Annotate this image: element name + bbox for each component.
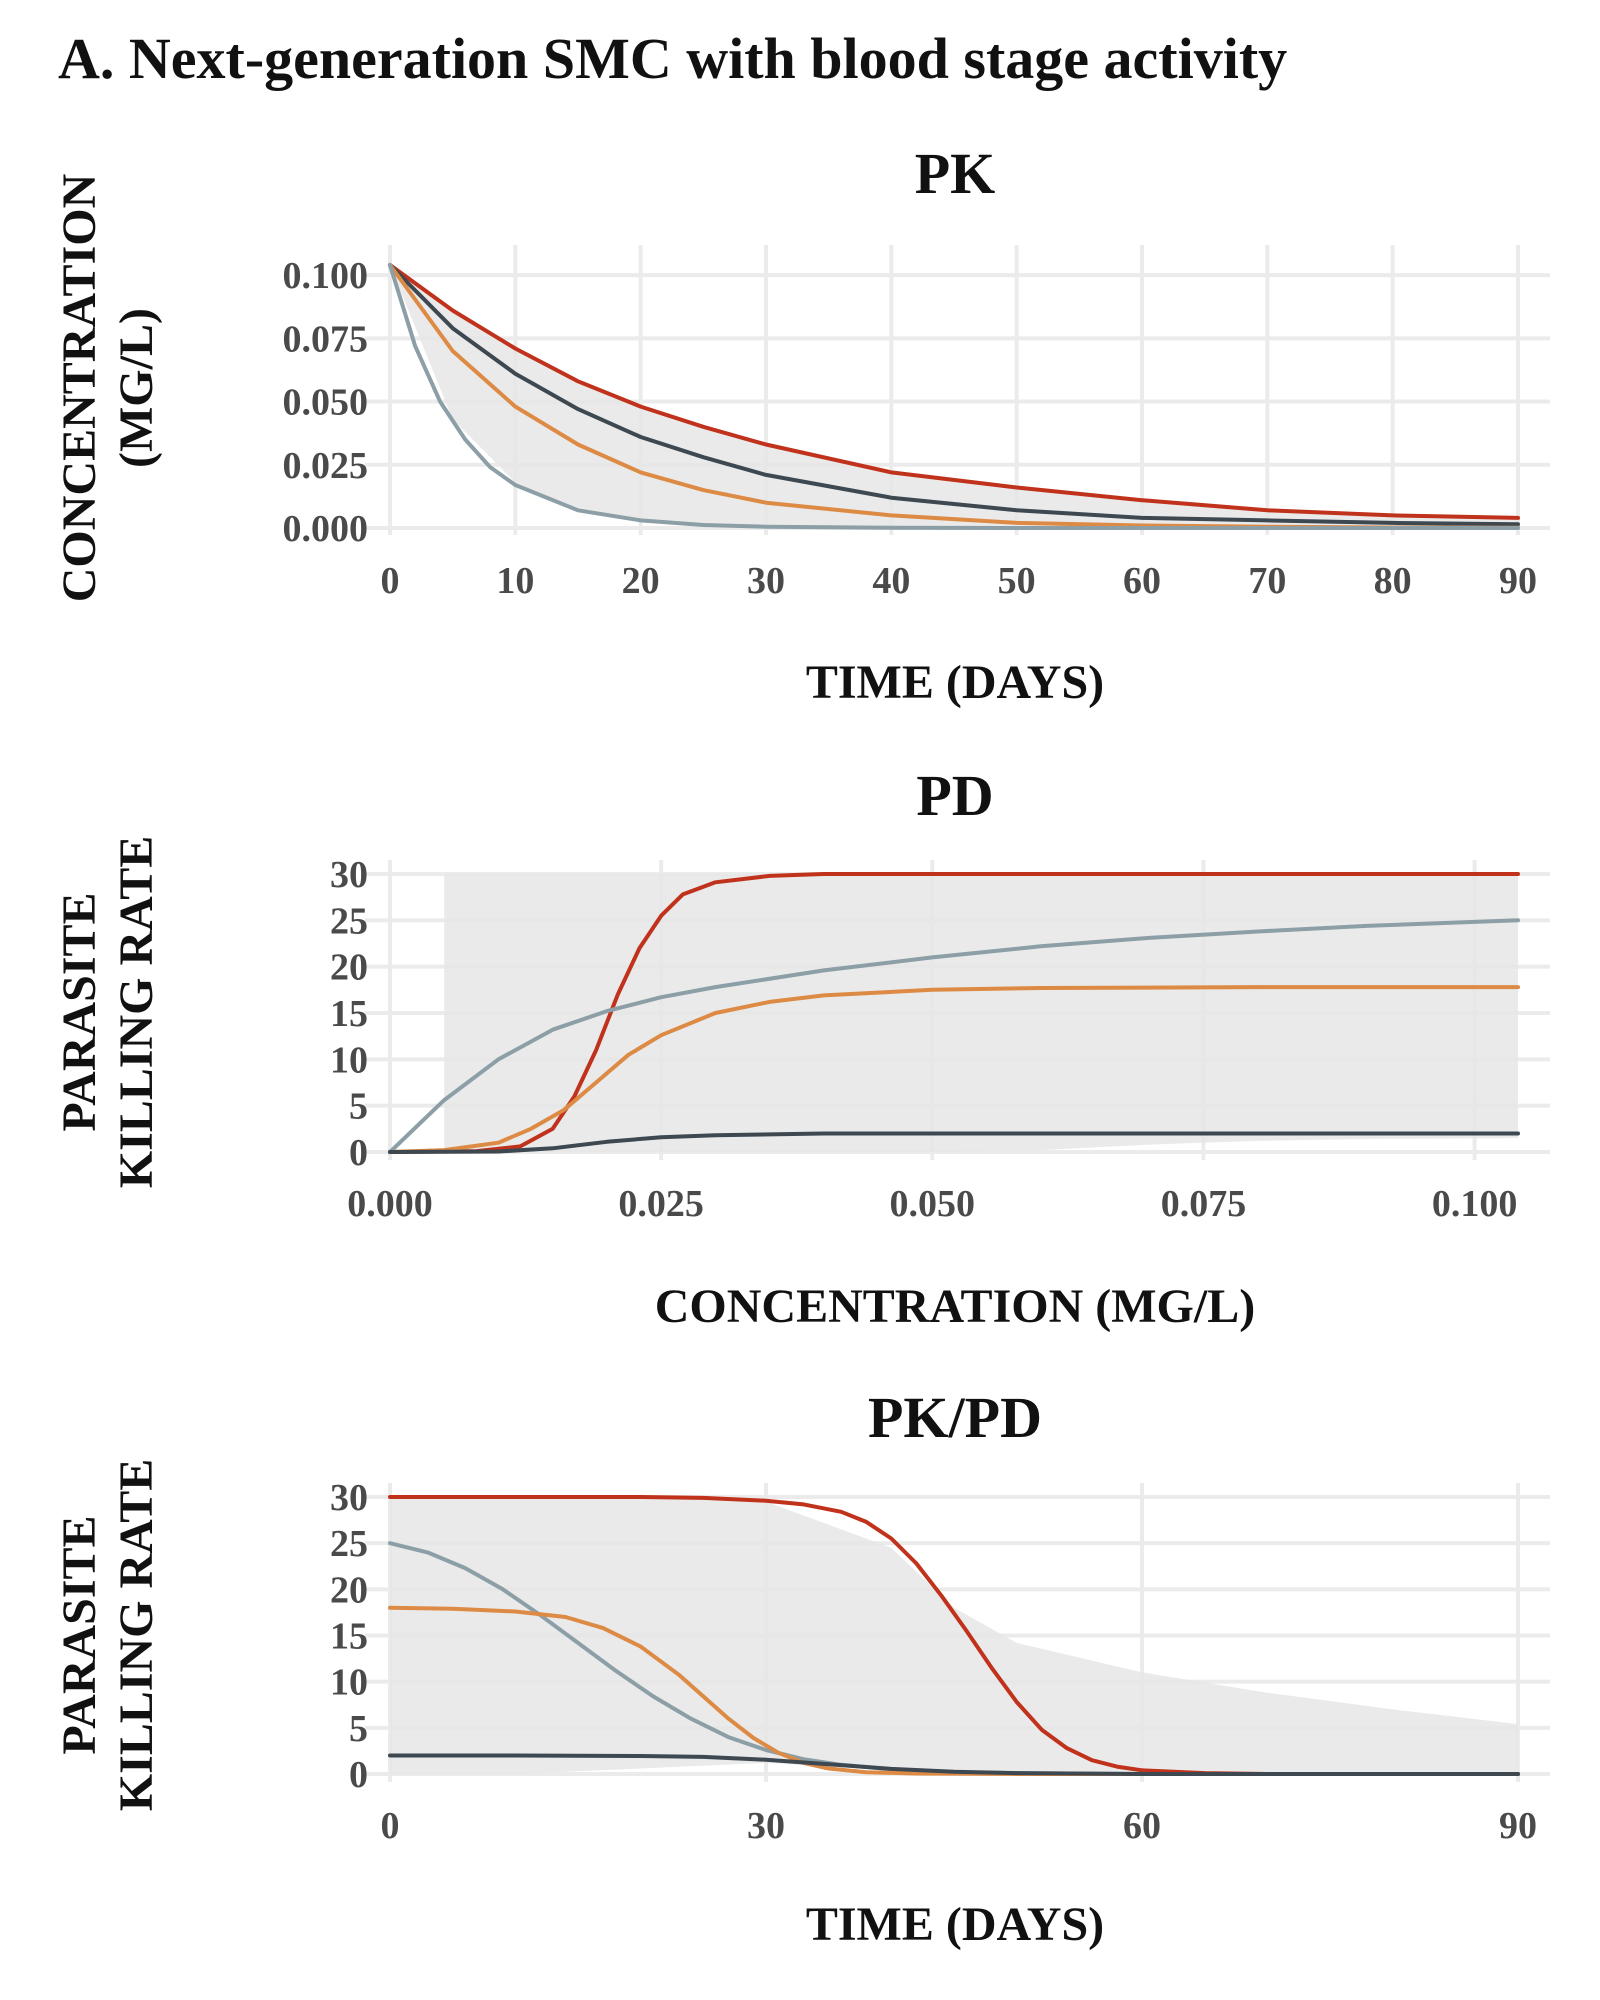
x-tick-label: 0.025 — [618, 1183, 704, 1225]
y-tick-label: 0 — [349, 1132, 368, 1174]
y-tick-label: 0.050 — [283, 382, 369, 424]
x-tick-label: 30 — [747, 1805, 785, 1847]
x-tick-label: 0.000 — [347, 1183, 433, 1225]
x-tick-label: 70 — [1248, 560, 1286, 602]
y-tick-label: 30 — [330, 1477, 368, 1519]
y-tick-label: 20 — [330, 947, 368, 989]
plot-area: 0 10 20 30 40 50 60 70 80 90 0.000 0.025 0.050 0.075 0… — [283, 245, 1550, 602]
y-axis-label-line-2: KILLING RATE — [110, 836, 163, 1189]
y-axis-label-line-1: CONCENTRATION — [53, 173, 106, 602]
x-tick-label: 90 — [1499, 560, 1537, 602]
series-line-red — [388, 1495, 1520, 1776]
x-tick-label: 90 — [1499, 1805, 1537, 1847]
y-axis-label-line-1: PARASITE — [53, 1515, 106, 1754]
x-tick-label: 30 — [747, 560, 785, 602]
y-tick-label: 0 — [349, 1754, 368, 1796]
panel-pk: PK CONCENTRATION (MG/L) 0 10 20 30 40 50 60 70 8… — [53, 141, 1550, 709]
panel-pkpd: PK/PD PARASITE KILLING RATE 0 30 60 9005101… — [53, 1385, 1550, 1951]
x-tick-label: 0 — [381, 1805, 400, 1847]
x-axis-label: CONCENTRATION (MG/L) — [655, 1280, 1255, 1333]
series-line-orange — [388, 1605, 1520, 1776]
x-axis-label: TIME (DAYS) — [806, 656, 1104, 709]
x-tick-label: 10 — [496, 560, 534, 602]
series-line-grey_blue — [388, 263, 1520, 530]
y-tick-label: 30 — [330, 854, 368, 896]
y-tick-label: 20 — [330, 1569, 368, 1611]
y-tick-label: 25 — [330, 1523, 368, 1565]
y-tick-label: 0.025 — [283, 445, 369, 487]
uncertainty-band — [390, 1497, 1518, 1774]
y-tick-label: 25 — [330, 900, 368, 942]
panel-pd: PD PARASITE KILLING RATE 0.000 0.025 0.050… — [53, 763, 1550, 1333]
x-tick-label: 60 — [1123, 560, 1161, 602]
series-line-dark — [388, 263, 1520, 527]
y-tick-label: 0.100 — [283, 255, 369, 297]
y-tick-label: 5 — [349, 1708, 368, 1750]
x-tick-label: 80 — [1374, 560, 1412, 602]
x-axis-label: TIME (DAYS) — [806, 1898, 1104, 1951]
panel-title: PK — [915, 141, 996, 206]
x-tick-label: 50 — [998, 560, 1036, 602]
x-tick-label: 20 — [622, 560, 660, 602]
series-line-dark — [388, 1131, 1520, 1154]
y-tick-label: 10 — [330, 1662, 368, 1704]
series-line-dark — [388, 1753, 1520, 1776]
panel-title: PK/PD — [868, 1385, 1042, 1450]
uncertainty-band — [444, 874, 1519, 1152]
x-tick-label: 0 — [381, 560, 400, 602]
series-line-red — [388, 263, 1520, 520]
y-tick-label: 0.000 — [283, 508, 369, 550]
figure-title: A. Next-generation SMC with blood stage … — [58, 26, 1287, 91]
y-axis-label-line-2: (MG/L) — [110, 308, 163, 468]
y-tick-label: 15 — [330, 993, 368, 1035]
x-tick-label: 0.100 — [1432, 1183, 1518, 1225]
uncertainty-band — [390, 265, 1518, 528]
y-axis-label-line-1: PARASITE — [53, 892, 106, 1131]
y-tick-label: 0.075 — [283, 318, 369, 360]
x-tick-label: 60 — [1123, 1805, 1161, 1847]
y-tick-label: 10 — [330, 1039, 368, 1081]
panel-title: PD — [916, 763, 993, 828]
series-line-orange — [388, 985, 1520, 1154]
series-line-red — [388, 872, 1520, 1154]
y-axis-label-line-2: KILLING RATE — [110, 1459, 163, 1812]
x-tick-label: 0.075 — [1161, 1183, 1247, 1225]
series-line-grey_blue — [388, 918, 1520, 1154]
y-tick-label: 5 — [349, 1086, 368, 1128]
x-tick-label: 40 — [872, 560, 910, 602]
x-tick-label: 0.050 — [890, 1183, 976, 1225]
y-tick-label: 15 — [330, 1616, 368, 1658]
